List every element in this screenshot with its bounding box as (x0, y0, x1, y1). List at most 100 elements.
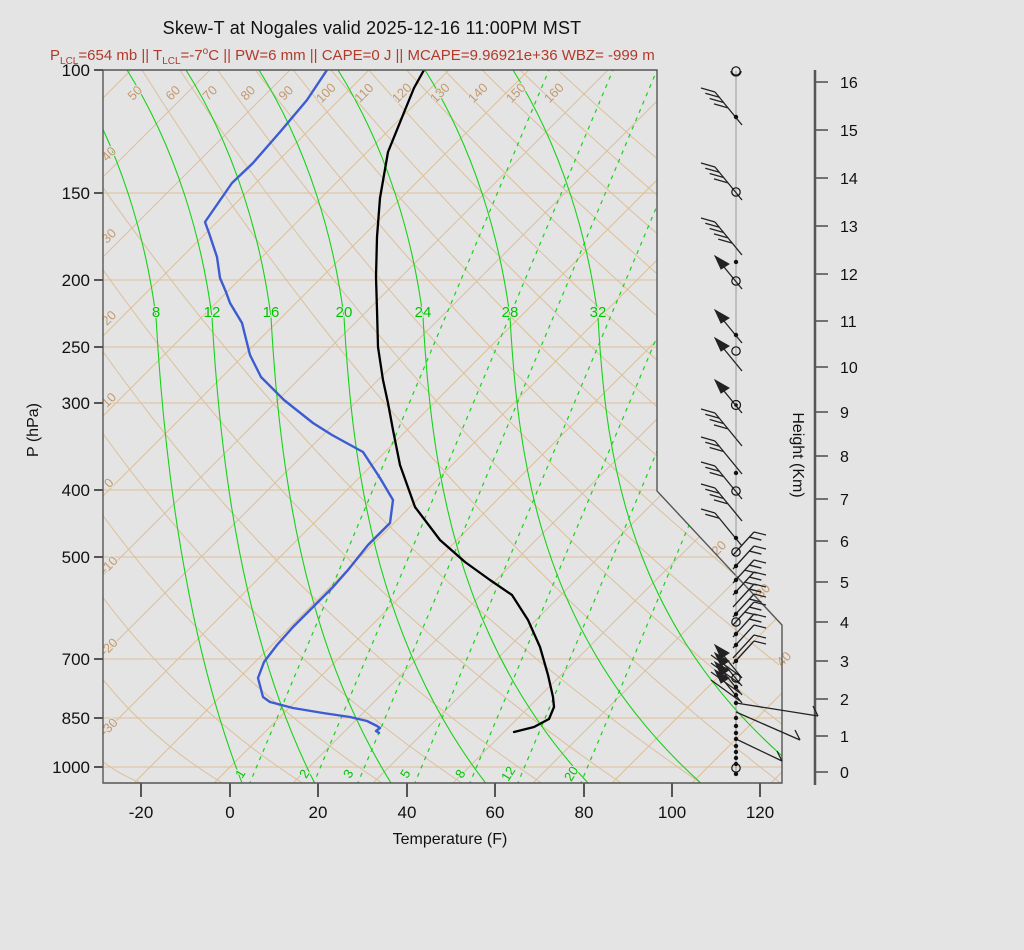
height-tick-label: 9 (840, 405, 849, 422)
pressure-tick-label: 400 (62, 481, 90, 500)
dry-adiabat-line (330, 70, 782, 783)
background-isopleths (103, 70, 782, 783)
wind-barb (713, 378, 743, 414)
pressure-tick-label: 100 (62, 61, 90, 80)
temperature-axis-title: Temperature (F) (392, 831, 508, 848)
isotherm-line (103, 70, 291, 783)
mixing-ratio-label: 5 (397, 767, 414, 781)
wind-barb (732, 559, 767, 584)
dry-adiabat-line (103, 351, 545, 783)
height-axis-title: Height (Km) (789, 412, 806, 498)
dry-adiabat-line (179, 70, 782, 783)
temperature-tick-label: -20 (129, 803, 154, 822)
wind-barb (700, 483, 743, 522)
dry-adiabat-line (103, 187, 704, 783)
wind-barb (732, 624, 767, 649)
pressure-tick-label: 300 (62, 394, 90, 413)
top-adiabat-label: 130 (427, 80, 453, 106)
temperature-tick-label: 120 (746, 803, 774, 822)
mixing-ratio-label: 3 (340, 767, 357, 781)
left-isopleth-label: 30 (98, 225, 119, 246)
moist-adiabat-label: 28 (502, 304, 519, 321)
wind-barb (700, 461, 743, 500)
top-adiabat-label: 70 (199, 82, 220, 103)
moist-adiabat-label: 24 (415, 304, 432, 321)
pressure-axis-title: P (hPa) (25, 403, 42, 457)
moist-adiabat-line (512, 70, 782, 783)
height-tick-label: 5 (840, 575, 849, 592)
height-tick-label: 16 (840, 75, 858, 92)
top-adiabat-label: 140 (465, 80, 491, 106)
top-adiabat-label: 160 (541, 80, 567, 106)
wind-barb (700, 436, 743, 475)
page-title: Skew-T at Nogales valid 2025-12-16 11:00… (162, 18, 582, 38)
wind-barb (700, 217, 743, 256)
height-tick-label: 8 (840, 449, 849, 466)
moist-adiabat-line (126, 70, 317, 783)
height-tick-label: 4 (840, 615, 849, 632)
height-tick-label: 15 (840, 123, 858, 140)
wind-barb (733, 755, 739, 761)
wind-barb (700, 408, 743, 447)
isotherm-line (103, 70, 530, 783)
moist-adiabat-line (185, 70, 393, 783)
mixing-ratio-line (356, 70, 658, 783)
top-adiabat-label: 80 (237, 82, 258, 103)
wind-barb (733, 470, 739, 476)
moist-adiabat-line (424, 70, 704, 783)
wind-barb (733, 736, 783, 762)
temperature-tick-label: 80 (575, 803, 594, 822)
dry-adiabat-line (103, 761, 147, 783)
dry-adiabat-line (481, 70, 782, 783)
isotherm-line (370, 70, 782, 783)
pressure-tick-label: 1000 (52, 758, 90, 777)
dry-adiabat-line (141, 70, 782, 783)
moist-adiabat-label: 12 (204, 304, 221, 321)
height-tick-label: 1 (840, 729, 849, 746)
pressure-tick-label: 500 (62, 548, 90, 567)
moist-adiabat-line (337, 70, 591, 783)
left-isopleth-label: -20 (97, 635, 121, 659)
temperature-tick-label: 100 (658, 803, 686, 822)
isotherm-line (290, 70, 782, 783)
subtitle-segment: C || PW=6 mm || CAPE=0 J || MCAPE=9.9692… (208, 47, 655, 64)
dry-adiabat-line (217, 70, 782, 783)
pressure-tick-label: 850 (62, 709, 90, 728)
dry-adiabat-line (444, 70, 782, 783)
height-tick-label: 0 (840, 765, 849, 782)
mixing-ratio-line (312, 70, 614, 783)
mixing-ratio-line (413, 70, 715, 783)
moist-adiabat-label: 8 (152, 304, 160, 321)
isotherm-line (211, 70, 782, 783)
wind-barb (730, 66, 742, 77)
pressure-tick-label: 150 (62, 184, 90, 203)
pressure-tick-label: 250 (62, 338, 90, 357)
subtitle-segment: =-7 (180, 47, 203, 64)
mixing-ratio-line (468, 70, 770, 783)
moist-adiabat-label: 32 (590, 304, 607, 321)
height-tick-label: 13 (840, 219, 858, 236)
wind-barb (732, 571, 767, 596)
right-isotherm-label: 40 (773, 648, 794, 669)
wind-barb (731, 346, 741, 356)
wind-barb-column (700, 66, 819, 777)
wind-barb (733, 730, 739, 736)
height-tick-label: 7 (840, 492, 849, 509)
wind-barb (733, 259, 739, 265)
temperature-tick-label: 40 (398, 803, 417, 822)
height-tick-label: 6 (840, 534, 849, 551)
height-tick-label: 2 (840, 692, 849, 709)
subtitle-segment: =654 mb || T (78, 47, 163, 64)
wind-barb (713, 336, 743, 372)
dry-adiabat-line (103, 679, 226, 783)
mixing-ratio-line (516, 70, 782, 783)
subtitle-segment: o (202, 46, 209, 57)
temperature-tick-label: 60 (486, 803, 505, 822)
wind-barb (733, 743, 739, 749)
isotherm-line (103, 70, 132, 783)
top-adiabat-label: 50 (124, 82, 145, 103)
mixing-ratio-label: 1 (232, 767, 249, 781)
